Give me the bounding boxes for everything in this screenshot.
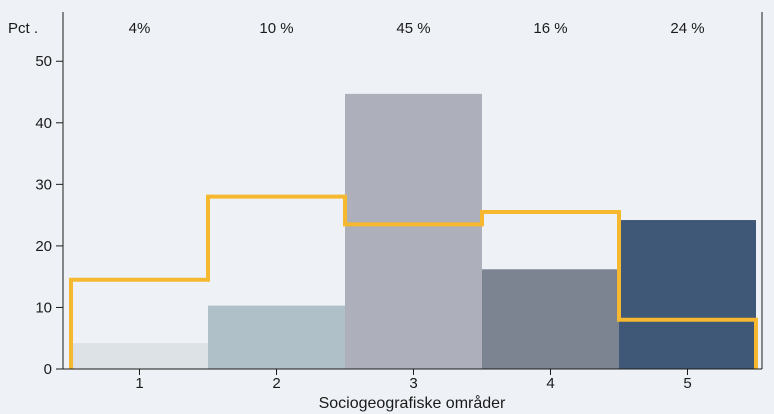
y-tick-label: 20: [35, 238, 52, 255]
x-tick-label: 3: [409, 375, 417, 392]
top-pct-label: 45 %: [396, 20, 430, 37]
top-labels-group: 4% 10 % 45 % 16 % 24 %: [129, 20, 705, 37]
y-tick-label: 30: [35, 176, 52, 193]
y-ticks-group: 0 10 20 30 40 50: [35, 53, 63, 378]
y-tick-label: 0: [44, 361, 52, 378]
bar-2: [208, 305, 345, 369]
x-axis-label: Sociogeografiske områder: [319, 394, 506, 412]
x-ticks-group: 1 2 3 4 5: [135, 369, 692, 392]
top-pct-label: 4%: [129, 20, 151, 37]
step-line-group: [69, 194, 758, 369]
bar-5: [619, 220, 756, 369]
x-tick-label: 2: [272, 375, 280, 392]
bar-3: [345, 93, 482, 369]
y-tick-label: 40: [35, 115, 52, 132]
x-tick-label: 1: [135, 375, 143, 392]
step-line: [69, 194, 758, 369]
x-tick-label: 4: [546, 375, 554, 392]
y-tick-label: 10: [35, 299, 52, 316]
top-pct-label: 16 %: [533, 20, 567, 37]
top-pct-label: 10 %: [259, 20, 293, 37]
bar-1: [71, 343, 208, 369]
bar-4: [482, 269, 619, 369]
y-tick-label: 50: [35, 53, 52, 70]
bars-group: [71, 93, 756, 369]
y-axis-label: Pct .: [8, 20, 38, 37]
axes-group: [62, 12, 763, 370]
top-pct-label: 24 %: [670, 20, 704, 37]
x-tick-label: 5: [683, 375, 691, 392]
